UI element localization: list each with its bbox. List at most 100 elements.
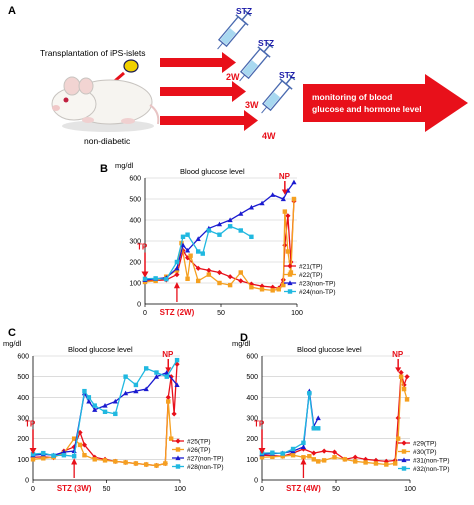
data-point <box>154 370 159 375</box>
y-tick-label: 600 <box>129 176 141 183</box>
data-point <box>401 386 407 392</box>
x-tick-label: 50 <box>217 310 225 317</box>
data-point <box>282 209 288 214</box>
data-point <box>188 253 193 258</box>
data-point <box>217 280 222 286</box>
legend-item: #27(non-TP) <box>172 455 224 463</box>
y-tick-label: 100 <box>17 457 29 464</box>
data-point <box>363 456 369 462</box>
data-point <box>164 374 169 379</box>
x-tick-label: 100 <box>291 310 303 317</box>
data-point <box>342 457 348 462</box>
data-point <box>102 409 108 415</box>
series--32-non-tp- <box>259 390 321 456</box>
data-point <box>227 274 233 280</box>
y-tick-label: 100 <box>246 457 258 464</box>
legend-item: #25(TP) <box>172 438 210 446</box>
data-point <box>395 436 401 441</box>
legend-marker <box>287 280 293 286</box>
legend-label: #22(TP) <box>299 272 322 279</box>
y-tick-label: 400 <box>129 218 141 225</box>
monitoring-arrow <box>303 74 468 132</box>
data-point <box>291 179 297 185</box>
data-point <box>291 196 297 202</box>
legend-marker <box>401 466 407 471</box>
chart-title: Blood glucose level <box>68 345 133 354</box>
series--28-non-tp- <box>30 357 180 459</box>
data-point <box>216 221 223 227</box>
x-tick-label: 0 <box>260 486 264 493</box>
legend-label: #23(non-TP) <box>299 281 336 288</box>
data-point <box>86 398 92 404</box>
data-point <box>307 454 312 459</box>
legend-marker <box>401 440 407 446</box>
data-point <box>280 454 285 459</box>
tp-arrow-icon <box>29 429 37 455</box>
np-arrow-icon <box>281 181 288 195</box>
data-point <box>238 211 244 216</box>
legend-item: #32(non-TP) <box>398 466 450 473</box>
series--30-tp- <box>259 374 410 467</box>
data-point <box>174 259 180 265</box>
legend: #21(TP)#22(TP) #23(non-TP)#24(non-TP) <box>284 263 336 296</box>
legend-marker <box>401 449 407 454</box>
data-point <box>353 459 358 464</box>
legend-marker <box>287 263 293 269</box>
data-point <box>373 457 379 463</box>
panel-b: B 0 100 200 300 400 500 600 0 50 100 Blood glucose… <box>100 161 336 317</box>
panel-d: D 0 100 200 300 400 500 600 0 50 100 Blood glucose… <box>232 332 450 493</box>
data-point <box>307 390 312 396</box>
data-point <box>311 426 317 431</box>
legend-item: #22(TP) <box>284 272 322 279</box>
series-line <box>32 371 178 456</box>
y-tick-label: 0 <box>254 478 258 485</box>
data-point <box>363 460 368 465</box>
transplant-label: Transplantation of iPS-islets <box>40 48 146 58</box>
data-point <box>165 394 171 400</box>
data-point <box>395 415 401 421</box>
y-tick-label: 300 <box>246 416 258 423</box>
syringe-icon-3 <box>261 73 296 114</box>
data-point <box>316 426 321 431</box>
data-point <box>92 407 98 412</box>
panel-a: A Transplantation of iPS-islets non-diab… <box>8 5 468 146</box>
data-point <box>321 458 327 463</box>
legend-label: #31(non-TP) <box>413 458 450 465</box>
stz-label: STZ (3W) <box>57 484 92 493</box>
np-label: NP <box>162 350 174 359</box>
data-point <box>174 357 180 363</box>
y-tick-label: 600 <box>17 354 29 361</box>
x-tick-label: 0 <box>31 486 35 493</box>
data-point <box>171 411 177 417</box>
legend-item: #21(TP) <box>284 263 322 271</box>
y-tick-label: 600 <box>246 354 258 361</box>
data-point <box>300 444 307 450</box>
data-point <box>259 200 265 206</box>
data-point <box>259 287 265 292</box>
data-point <box>123 374 128 379</box>
data-point <box>153 278 158 284</box>
data-point <box>249 284 254 290</box>
monitor-text-line2: glucose and hormone level <box>312 104 422 114</box>
x-tick-label: 50 <box>332 486 340 493</box>
mouse-label: non-diabetic <box>84 136 131 146</box>
series--23-non-tp- <box>142 179 297 282</box>
data-point <box>164 277 169 282</box>
np-arrow-icon <box>165 359 172 373</box>
data-point <box>174 268 180 273</box>
data-point <box>123 460 128 465</box>
data-point <box>133 388 139 394</box>
np-arrow-icon <box>395 359 402 373</box>
y-tick-label: 300 <box>17 416 29 423</box>
data-point <box>61 452 67 458</box>
data-point <box>185 276 190 282</box>
legend-marker <box>175 455 181 461</box>
injection-arrow-2 <box>160 81 246 102</box>
data-point <box>143 386 149 392</box>
data-point <box>153 374 160 379</box>
injection-arrow-3 <box>160 110 258 131</box>
panel-c: C 0 100 200 300 400 500 600 0 50 100 Blood glucose… <box>3 327 224 493</box>
data-point <box>180 234 186 240</box>
x-tick-label: 100 <box>404 486 416 493</box>
data-point <box>102 458 108 463</box>
